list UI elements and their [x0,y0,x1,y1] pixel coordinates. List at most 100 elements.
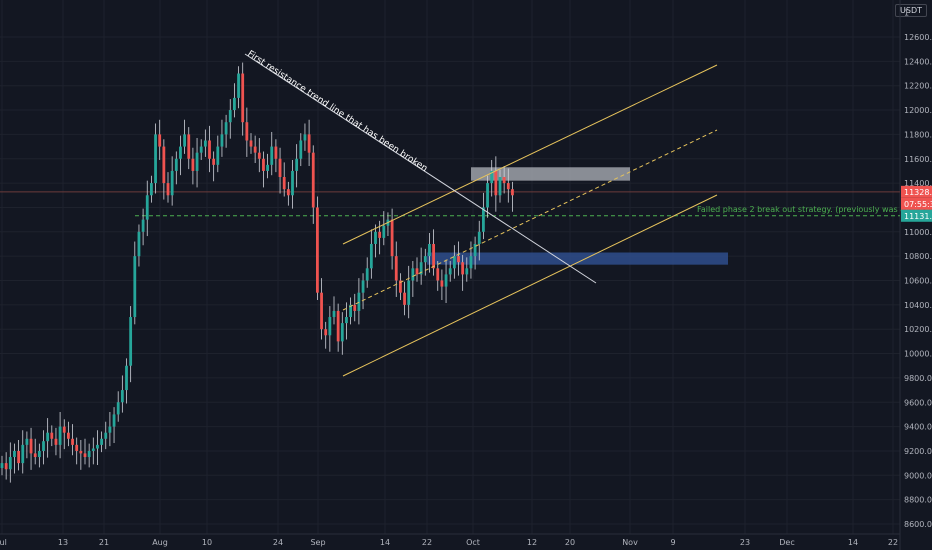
candle-body[interactable] [83,453,87,458]
candle-body[interactable] [270,146,274,165]
candle-body[interactable] [133,256,137,318]
candle-body[interactable] [490,170,494,184]
candle-body[interactable] [394,256,398,281]
candle-body[interactable] [100,438,103,445]
candle-body[interactable] [21,444,25,464]
candle-body[interactable] [461,262,465,275]
candle-body[interactable] [17,450,20,464]
candle-body[interactable] [4,463,8,470]
candle-body[interactable] [191,158,195,171]
currency-badge[interactable]: USDT [895,4,927,17]
candle-body[interactable] [249,140,253,147]
candle-body[interactable] [303,134,307,141]
candle-body[interactable] [245,122,249,141]
candle-body[interactable] [108,426,112,433]
candle-body[interactable] [195,152,199,171]
candle-body[interactable] [415,268,419,275]
candle-body[interactable] [477,231,481,244]
candle-body[interactable] [71,438,74,445]
candle-body[interactable] [316,207,319,293]
candle-body[interactable] [253,146,257,153]
candle-body[interactable] [291,170,294,196]
candle-body[interactable] [79,450,83,454]
candle-body[interactable] [407,280,411,305]
candle-body[interactable] [320,292,323,330]
candle-body[interactable] [274,146,278,159]
candle-body[interactable] [8,457,12,470]
candle-body[interactable] [33,453,37,458]
candle-body[interactable] [166,183,170,196]
candle-body[interactable] [353,304,357,311]
candle-body[interactable] [299,140,303,159]
candle-body[interactable] [262,158,265,171]
candle-body[interactable] [448,268,452,275]
candle-body[interactable] [436,268,440,281]
candle-body[interactable] [266,164,269,171]
candle-body[interactable] [104,432,108,439]
candle-body[interactable] [469,256,473,269]
candle-body[interactable] [224,122,228,135]
candle-body[interactable] [295,158,299,171]
candle-body[interactable] [87,450,91,458]
candle-body[interactable] [13,450,16,458]
candle-body[interactable] [75,444,79,451]
candle-body[interactable] [29,438,33,454]
candle-body[interactable] [365,268,369,281]
candle-body[interactable] [212,158,216,165]
candle-body[interactable] [498,177,502,196]
candle-body[interactable] [116,402,120,415]
candle-body[interactable] [162,146,166,184]
candle-body[interactable] [46,432,50,442]
candle-body[interactable] [307,134,311,153]
candle-body[interactable] [282,177,286,190]
candle-body[interactable] [432,243,435,269]
candle-body[interactable] [494,170,498,196]
candle-body[interactable] [129,317,133,366]
candle-body[interactable] [67,432,70,439]
candle-body[interactable] [170,170,174,196]
candle-body[interactable] [91,448,95,451]
candle-body[interactable] [345,317,348,324]
candle-body[interactable] [361,280,365,293]
candle-body[interactable] [120,390,124,403]
candle-body[interactable] [199,146,203,153]
candle-body[interactable] [257,152,261,159]
candle-body[interactable] [125,365,128,391]
candle-body[interactable] [452,256,456,269]
candle-body[interactable] [390,219,394,257]
candle-body[interactable] [340,323,344,342]
candle-body[interactable] [369,243,373,269]
channel-mid-line[interactable] [342,129,718,311]
candle-body[interactable] [403,292,406,305]
candle-body[interactable] [96,444,99,449]
candle-body[interactable] [411,268,415,281]
candle-body[interactable] [428,243,431,257]
channel-lower-line[interactable] [342,194,718,377]
candle-body[interactable] [220,134,224,147]
candle-body[interactable] [233,97,236,111]
candle-body[interactable] [482,207,485,232]
candle-body[interactable] [183,134,186,147]
candle-body[interactable] [62,426,66,433]
candle-body[interactable] [187,134,191,159]
candle-body[interactable] [158,134,162,147]
candle-body[interactable] [237,73,240,98]
candle-body[interactable] [25,438,29,445]
candle-body[interactable] [486,183,489,208]
candle-body[interactable] [145,195,149,220]
demand-zone[interactable] [427,252,728,265]
candle-body[interactable] [112,414,116,427]
candle-body[interactable] [228,110,232,123]
candle-body[interactable] [137,231,141,257]
candle-body[interactable] [457,256,460,263]
channel-upper-line[interactable] [342,64,718,245]
candle-body[interactable] [336,310,340,342]
candle-body[interactable] [203,140,207,147]
candle-body[interactable] [278,158,282,178]
candle-body[interactable] [328,317,332,336]
candle-body[interactable] [332,310,336,318]
resistance-trend-line[interactable] [244,53,597,284]
candle-body[interactable] [502,177,506,184]
candle-body[interactable] [423,256,427,263]
